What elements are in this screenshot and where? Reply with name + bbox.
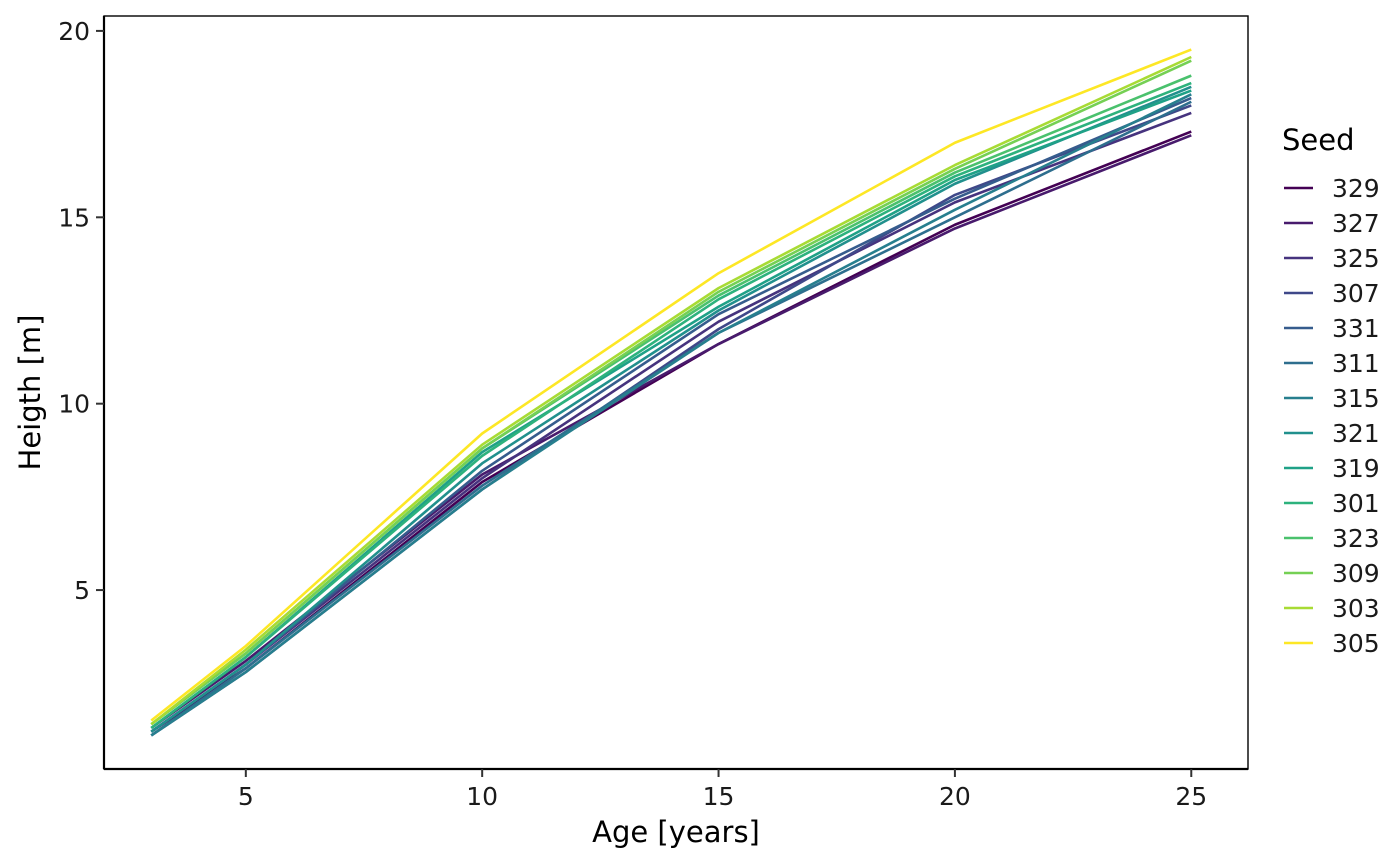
x-axis-title: Age [years] [592, 815, 760, 849]
legend-item-325: 325 [1284, 244, 1380, 273]
legend-label: 309 [1332, 559, 1380, 588]
y-tick-label: 15 [58, 203, 90, 232]
legend-label: 319 [1332, 454, 1380, 483]
x-tick-label: 5 [238, 782, 254, 811]
series-line-303 [150, 55, 1192, 726]
legend-items: 329 327 325 307 331 311 315 321 319 301 323 309 303 3… [1284, 174, 1380, 658]
x-tick-label: 15 [703, 782, 735, 811]
legend-item-323: 323 [1284, 524, 1380, 553]
series-line-321 [150, 85, 1192, 733]
legend-label: 331 [1332, 314, 1380, 343]
legend-label: 311 [1332, 349, 1380, 378]
legend-item-329: 329 [1284, 174, 1380, 203]
plot-area: 5 10 15 20 25 5 10 15 20 [58, 15, 1249, 811]
legend-label: 327 [1332, 209, 1380, 238]
legend-label: 301 [1332, 489, 1380, 518]
legend-title: Seed [1282, 123, 1355, 157]
legend-label: 307 [1332, 279, 1380, 308]
series-group [150, 48, 1192, 737]
series-line-309 [150, 59, 1192, 726]
legend-item-301: 301 [1284, 489, 1380, 518]
legend-label: 323 [1332, 524, 1380, 553]
x-tick-label: 25 [1175, 782, 1207, 811]
legend-label: 329 [1332, 174, 1380, 203]
y-axis-title: Heigth [m] [13, 315, 47, 471]
y-tick-label: 5 [74, 576, 90, 605]
legend-item-311: 311 [1284, 349, 1380, 378]
x-axis-ticks: 5 10 15 20 25 [238, 769, 1207, 811]
legend-label: 325 [1332, 244, 1380, 273]
x-tick-label: 20 [939, 782, 971, 811]
y-axis-ticks: 5 10 15 20 [58, 17, 104, 605]
x-tick-label: 10 [466, 782, 498, 811]
legend-item-303: 303 [1284, 594, 1380, 623]
legend-label: 303 [1332, 594, 1380, 623]
legend-label: 305 [1332, 629, 1380, 658]
legend-item-327: 327 [1284, 209, 1380, 238]
legend-item-309: 309 [1284, 559, 1380, 588]
y-tick-label: 10 [58, 390, 90, 419]
series-line-305 [150, 48, 1192, 722]
legend-item-315: 315 [1284, 384, 1380, 413]
series-line-301 [150, 81, 1192, 730]
series-line-311 [150, 100, 1192, 737]
legend-item-319: 319 [1284, 454, 1380, 483]
legend-label: 321 [1332, 419, 1380, 448]
y-tick-label: 20 [58, 17, 90, 46]
legend-item-307: 307 [1284, 279, 1380, 308]
legend-item-331: 331 [1284, 314, 1380, 343]
legend-item-305: 305 [1284, 629, 1380, 658]
legend-item-321: 321 [1284, 419, 1380, 448]
legend-label: 315 [1332, 384, 1380, 413]
legend: Seed 329 327 325 307 331 311 315 321 319 301 323 30… [1282, 123, 1380, 658]
series-line-315 [150, 93, 1192, 737]
